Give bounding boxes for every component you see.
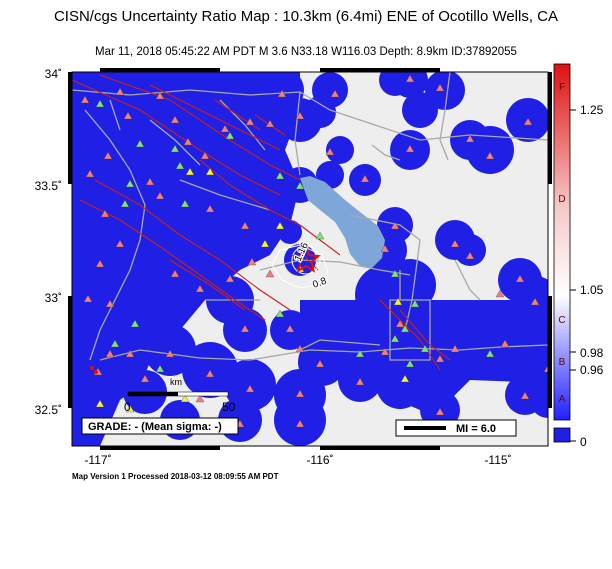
map-frame-ticks [68,68,552,450]
lat-label-34: 34˚ [45,67,62,81]
grade-a: A [559,394,566,405]
lat-label-33-5: 33.5˚ [35,179,62,193]
scale-bar-end: 50 [222,400,236,414]
lat-label-32-5: 32.5˚ [35,403,62,417]
event-info: Mar 11, 2018 05:45:22 AM PDT M 3.6 N33.1… [95,46,517,58]
salton-sea [300,176,385,268]
stations-yellow [95,167,410,413]
grade-c: C [558,315,565,326]
lon-label-116: -116˚ [306,453,333,467]
colorbar-gradient [553,63,571,421]
map-title: CISN/cgs Uncertainty Ratio Map : 10.3km … [53,8,559,25]
map-version-footer: Map Version 1 Processed 2018-03-12 08:09… [72,472,279,481]
lon-label-115: -115˚ [484,453,511,467]
grade-d: D [558,194,565,205]
mi-legend: MI = 6.0 [395,419,517,437]
grade-b: B [559,357,566,368]
mi-legend-text: MI = 6.0 [456,423,496,435]
epicenter-star [291,244,321,273]
roads [72,72,548,361]
colorbar: F D C B A 1.25 1.05 0.98 0.96 0 [553,63,604,449]
grade-text: GRADE: - (Mean sigma: -) [88,421,222,433]
colorbar-zero-swatch [553,427,571,443]
scale-bar-units: km [170,377,182,387]
map-frame [71,71,549,447]
stations-red [80,74,548,428]
city-markers [90,366,98,374]
seismic-stations [80,74,548,428]
scale-bar-start: 0 [124,400,131,414]
colorbar-tick-0: 0 [580,435,587,449]
colorbar-tick-0-96: 0.96 [580,363,604,377]
stations-green [95,99,495,373]
faults [72,74,451,371]
lon-label-117: -117˚ [84,453,111,467]
grade-box: GRADE: - (Mean sigma: -) [81,417,239,435]
grade-f: F [559,82,565,93]
contour-label-2: 0.8 [311,276,328,291]
colorbar-tick-1-05: 1.05 [580,283,604,297]
colorbar-tick-1-25: 1.25 [580,103,604,117]
colorbar-tick-0-98: 0.98 [580,346,604,360]
lat-label-33: 33˚ [45,291,62,305]
scale-bar: 0 50 km [124,377,236,414]
